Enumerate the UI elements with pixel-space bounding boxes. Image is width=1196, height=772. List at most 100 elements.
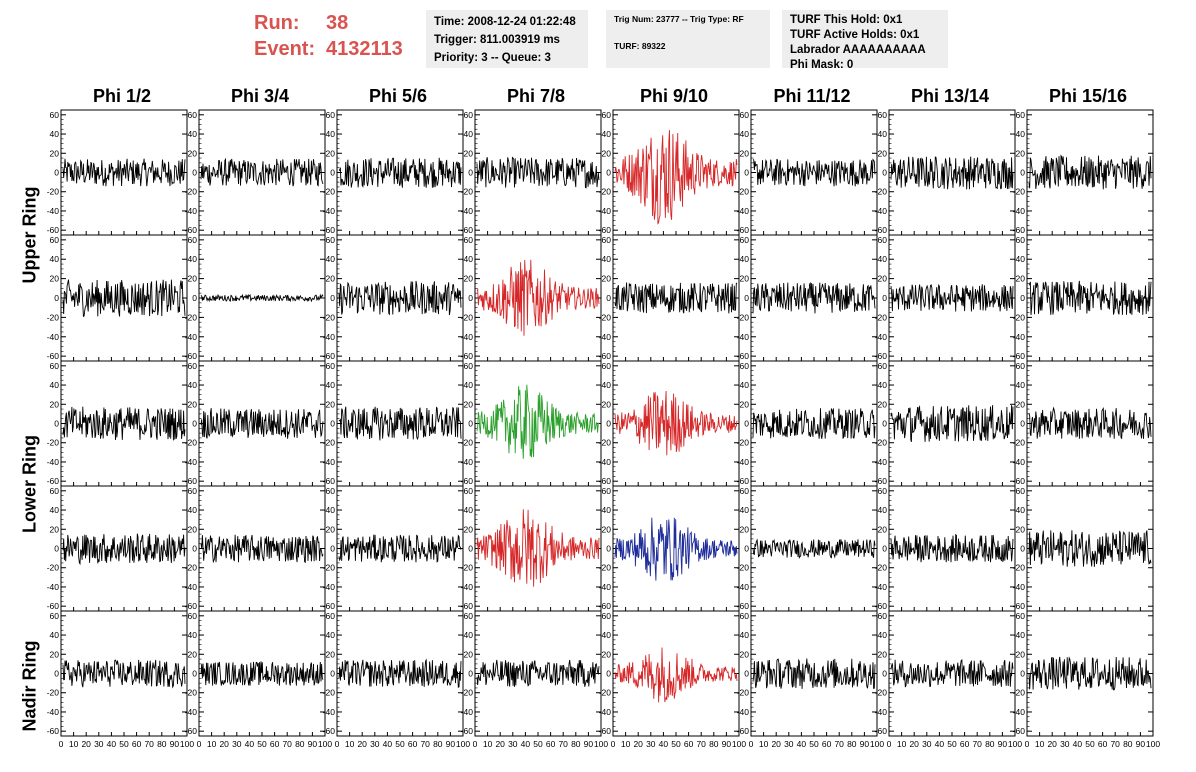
x-tick-label: 0 — [197, 739, 202, 749]
waveform-series — [200, 661, 324, 686]
y-tick-label: 0 — [882, 669, 887, 679]
x-tick-label: 40 — [521, 739, 531, 749]
y-tick-label: 0 — [192, 544, 197, 554]
phi-label-1: Phi 1/2 — [92, 86, 152, 106]
waveform-panel: -60 -40 -20 0 20 40 60 — [185, 485, 326, 612]
y-tick-label: 60 — [464, 611, 474, 621]
y-tick-label: 60 — [878, 110, 888, 120]
x-tick-label: 90 — [446, 739, 456, 749]
y-tick-label: -40 — [47, 332, 60, 342]
y-tick-label: -40 — [1013, 332, 1026, 342]
x-tick-label: 0 — [611, 739, 616, 749]
y-tick-label: 20 — [50, 148, 60, 158]
y-tick-label: 20 — [188, 649, 198, 659]
y-tick-label: -60 — [599, 601, 612, 611]
y-tick-label: 40 — [50, 630, 60, 640]
y-tick-label: -20 — [323, 312, 336, 322]
x-tick-label: 20 — [219, 739, 229, 749]
x-tick-label: 90 — [584, 739, 594, 749]
waveform-panel: -60 -40 -20 0 20 40 60 — [599, 234, 740, 362]
waveform-panel: -60 -40 -20 0 20 40 60 — [323, 485, 464, 612]
trigger-info-box: Trig Num: 23777 -- Trig Type: RF TURF: 8… — [606, 10, 770, 68]
waveform-series — [62, 533, 186, 566]
waveform-panel: -60 -40 -20 0 20 40 60 — [47, 360, 188, 487]
y-tick-label: -40 — [737, 707, 750, 717]
waveform-panel: -60 -40 -20 0 20 40 60 — [875, 109, 1016, 236]
y-tick-label: 0 — [882, 293, 887, 303]
y-tick-label: -60 — [185, 726, 198, 736]
y-tick-label: 0 — [468, 544, 473, 554]
run-label: Run: — [254, 12, 300, 34]
phi-label-4: Phi 7/8 — [506, 86, 566, 106]
x-tick-label: 70 — [558, 739, 568, 749]
y-tick-label: 20 — [326, 148, 336, 158]
y-tick-label: 0 — [468, 293, 473, 303]
y-tick-label: -40 — [737, 206, 750, 216]
x-tick-label: 0 — [473, 739, 478, 749]
x-tick-label: 80 — [1123, 739, 1133, 749]
x-tick-label: 10 — [897, 739, 907, 749]
y-tick-label: 60 — [326, 235, 336, 245]
x-tick-label: 30 — [232, 739, 242, 749]
waveform-series — [476, 259, 600, 336]
x-tick-label: 70 — [144, 739, 154, 749]
y-tick-label: -20 — [323, 438, 336, 448]
waveform-series — [890, 659, 1014, 688]
y-tick-label: -60 — [737, 225, 750, 235]
y-tick-label: 60 — [464, 110, 474, 120]
y-tick-label: -20 — [47, 312, 60, 322]
y-tick-label: 0 — [1020, 293, 1025, 303]
x-tick-label: 60 — [270, 739, 280, 749]
y-tick-label: -40 — [185, 707, 198, 717]
y-tick-label: 40 — [602, 630, 612, 640]
x-tick-label: 20 — [357, 739, 367, 749]
x-tick-label: 60 — [132, 739, 142, 749]
y-tick-label: 20 — [188, 524, 198, 534]
y-tick-label: 20 — [326, 399, 336, 409]
y-tick-label: -60 — [461, 225, 474, 235]
y-tick-label: -20 — [47, 563, 60, 573]
phi-label-6: Phi 11/12 — [773, 86, 851, 106]
y-tick-label: 60 — [1016, 486, 1026, 496]
y-tick-label: 0 — [744, 168, 749, 178]
y-tick-label: -40 — [875, 206, 888, 216]
y-tick-label: -60 — [323, 351, 336, 361]
x-tick-label: 70 — [1110, 739, 1120, 749]
y-tick-label: 40 — [326, 129, 336, 139]
waveform-panel: -60 -40 -20 0 20 40 60 — [47, 234, 188, 362]
x-tick-label: 80 — [433, 739, 443, 749]
y-tick-label: -20 — [875, 563, 888, 573]
x-tick-label: 70 — [972, 739, 982, 749]
x-tick-label: 40 — [1073, 739, 1083, 749]
waveform-panel: -60 -40 -20 0 20 40 60 — [1013, 234, 1154, 362]
y-tick-label: -40 — [461, 206, 474, 216]
y-tick-label: 60 — [1016, 361, 1026, 371]
x-tick-label: 100 — [1146, 739, 1160, 749]
y-tick-label: -60 — [875, 726, 888, 736]
event-value: 4132113 — [326, 38, 403, 60]
x-tick-label: 90 — [722, 739, 732, 749]
y-tick-label: 0 — [468, 168, 473, 178]
waveform-series — [476, 659, 600, 687]
y-tick-label: -40 — [185, 582, 198, 592]
y-tick-label: -60 — [599, 726, 612, 736]
y-tick-label: -60 — [323, 726, 336, 736]
labrador-line: Labrador AAAAAAAAAA — [790, 44, 926, 56]
waveform-series — [890, 533, 1014, 563]
y-tick-label: 60 — [740, 361, 750, 371]
y-tick-label: -60 — [461, 351, 474, 361]
x-tick-label: 30 — [94, 739, 104, 749]
y-tick-label: 20 — [602, 649, 612, 659]
waveform-panel: -60 -40 -20 0 20 40 60 — [737, 485, 878, 612]
y-tick-label: -60 — [599, 476, 612, 486]
phi-label-7: Phi 13/14 — [910, 86, 990, 106]
turf-info-box: TURF This Hold: 0x1 TURF Active Holds: 0… — [782, 10, 948, 71]
y-tick-label: -40 — [875, 332, 888, 342]
y-tick-label: -40 — [185, 206, 198, 216]
y-tick-label: 20 — [1016, 399, 1026, 409]
y-tick-label: 20 — [602, 399, 612, 409]
y-tick-label: -20 — [737, 312, 750, 322]
x-tick-label: 60 — [546, 739, 556, 749]
x-tick-label: 40 — [659, 739, 669, 749]
